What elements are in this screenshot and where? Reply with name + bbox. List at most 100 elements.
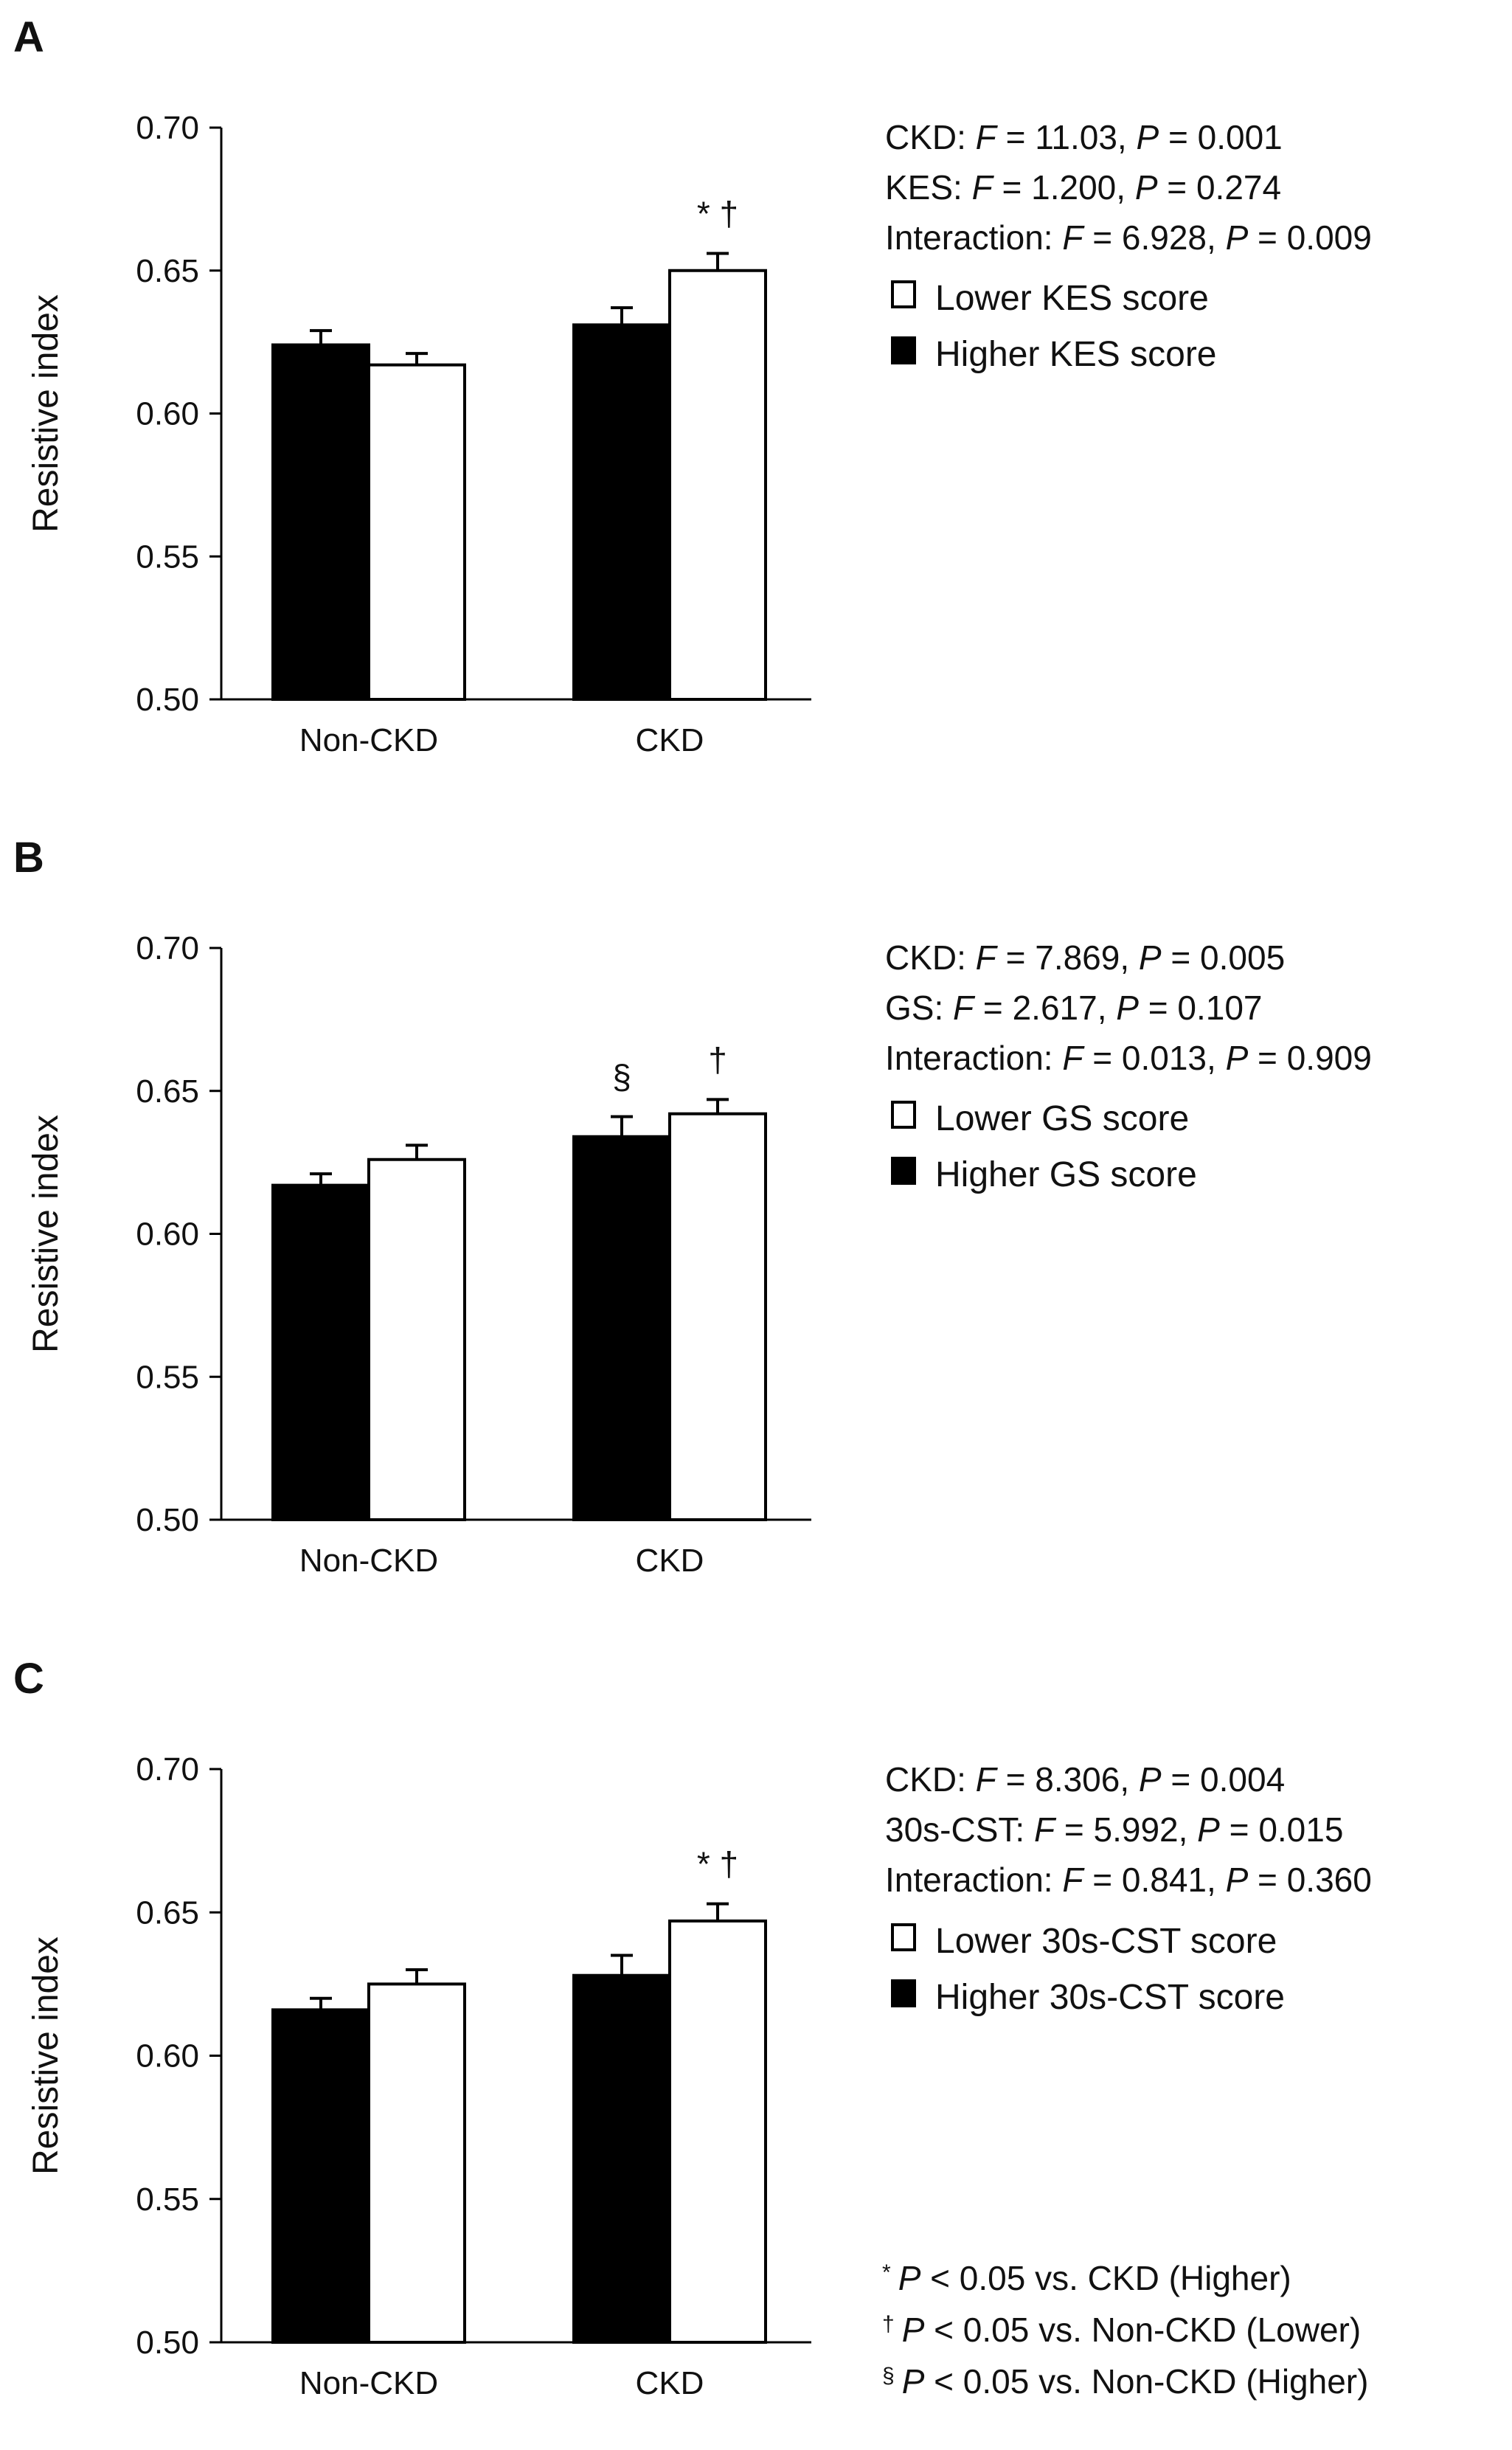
- bar: [572, 1973, 671, 2344]
- stat-f-symbol: F: [943, 989, 976, 1027]
- y-tick-label: 0.65: [136, 253, 199, 289]
- stat-name: CKD:: [885, 118, 966, 156]
- stat-line: CKD: F = 7.869, P = 0.005: [885, 938, 1285, 977]
- stat-eq: =: [1139, 989, 1177, 1027]
- stat-eq: =: [1083, 218, 1121, 257]
- footnote: † P < 0.05 vs. Non-CKD (Lower): [882, 2311, 1361, 2349]
- legend-label: Lower KES score: [935, 279, 1209, 318]
- x-tick-label: CKD: [636, 722, 704, 758]
- footnote: § P < 0.05 vs. Non-CKD (Higher): [882, 2362, 1368, 2401]
- bar: [572, 1135, 671, 1521]
- y-tick-label: 0.50: [136, 2325, 199, 2361]
- stat-line: CKD: F = 8.306, P = 0.004: [885, 1760, 1285, 1799]
- panel-a: A 0.70 0.65 0.60 0.55 0.50 Resistive index Non-…: [13, 13, 1372, 758]
- stat-eq: =: [1083, 1861, 1121, 1899]
- footnote-p: P: [898, 2259, 921, 2297]
- y-tick-label: 0.55: [136, 1359, 199, 1395]
- legend-label: Higher GS score: [935, 1155, 1197, 1194]
- stat-p-symbol: P: [1106, 989, 1139, 1027]
- stat-p-value: 0.274: [1196, 168, 1281, 207]
- footnote-mark: §: [882, 2364, 895, 2388]
- stat-f-value: 0.841,: [1122, 1861, 1216, 1899]
- stat-name: GS:: [885, 989, 943, 1027]
- significance-marker: §: [612, 1058, 631, 1096]
- stat-f-value: 1.200,: [1031, 168, 1126, 207]
- y-tick-label: 0.55: [136, 2181, 199, 2218]
- x-tick-label: CKD: [636, 2365, 704, 2401]
- y-tick-label: 0.50: [136, 682, 199, 718]
- stat-p-symbol: P: [1187, 1810, 1220, 1849]
- footnote-p: P: [902, 2311, 925, 2349]
- bar: [572, 323, 671, 701]
- y-tick-label: 0.70: [136, 110, 199, 146]
- stat-p-symbol: P: [1129, 1760, 1162, 1799]
- legend-label: Higher 30s-CST score: [935, 1978, 1285, 2017]
- stat-p-symbol: P: [1216, 1861, 1249, 1899]
- panel-b: B 0.70 0.65 0.60 0.55 0.50 Resistive index Non-…: [13, 834, 1372, 1579]
- stat-name: CKD:: [885, 938, 966, 977]
- legend-swatch: [891, 336, 916, 364]
- bar: [367, 363, 466, 701]
- y-axis-label: Resistive index: [27, 1115, 66, 1353]
- stat-eq: =: [1162, 1760, 1200, 1799]
- stat-line: KES: F = 1.200, P = 0.274: [885, 168, 1281, 207]
- legend-swatch: [891, 1979, 916, 2007]
- stat-f-symbol: F: [1024, 1810, 1057, 1849]
- legend-swatch: [891, 280, 916, 308]
- legend-label: Higher KES score: [935, 335, 1217, 374]
- bar: [271, 343, 370, 701]
- stat-eq: =: [1220, 1810, 1258, 1849]
- stat-eq: =: [996, 118, 1035, 156]
- stat-eq: =: [996, 1760, 1035, 1799]
- bar: [367, 1982, 466, 2344]
- stat-line: Interaction: F = 0.841, P = 0.360: [885, 1861, 1372, 1899]
- panel-c: C 0.70 0.65 0.60 0.55 0.50 Resistive index Non-…: [13, 1655, 1372, 2401]
- stat-name: 30s-CST:: [885, 1810, 1024, 1849]
- stat-name: Interaction:: [885, 1861, 1053, 1899]
- stat-eq: =: [974, 989, 1012, 1027]
- stat-f-value: 0.013,: [1122, 1039, 1216, 1077]
- significance-marker: * †: [697, 195, 738, 233]
- stat-eq: =: [1248, 1861, 1286, 1899]
- footnotes: * P < 0.05 vs. CKD (Higher) † P < 0.05 vs. …: [882, 2259, 1368, 2401]
- stat-line: Interaction: F = 6.928, P = 0.009: [885, 218, 1372, 257]
- stat-p-symbol: P: [1216, 218, 1249, 257]
- stat-f-value: 8.306,: [1035, 1760, 1129, 1799]
- stat-line: 30s-CST: F = 5.992, P = 0.015: [885, 1810, 1343, 1849]
- footnote-text: < 0.05 vs. Non-CKD (Lower): [924, 2311, 1361, 2349]
- bar: [367, 1157, 466, 1521]
- bar: [668, 269, 767, 701]
- y-tick-label: 0.65: [136, 1073, 199, 1110]
- stat-line: CKD: F = 11.03, P = 0.001: [885, 118, 1283, 156]
- stat-p-symbol: P: [1216, 1039, 1249, 1077]
- stat-f-value: 2.617,: [1013, 989, 1107, 1027]
- stat-eq: =: [1158, 168, 1196, 207]
- legend-swatch: [891, 1157, 916, 1185]
- y-tick-label: 0.65: [136, 1894, 199, 1931]
- stat-eq: =: [1083, 1039, 1121, 1077]
- footnote: * P < 0.05 vs. CKD (Higher): [882, 2259, 1291, 2297]
- stat-name: Interaction:: [885, 218, 1053, 257]
- stat-f-symbol: F: [966, 938, 999, 977]
- panel-letter: A: [13, 13, 44, 61]
- stat-p-value: 0.015: [1258, 1810, 1343, 1849]
- legend-swatch: [891, 1101, 916, 1129]
- x-tick-label: Non-CKD: [299, 2365, 438, 2401]
- stat-p-value: 0.360: [1287, 1861, 1372, 1899]
- panel-letter: C: [13, 1655, 44, 1703]
- stat-p-value: 0.107: [1177, 989, 1262, 1027]
- y-tick-label: 0.60: [136, 2038, 199, 2074]
- y-axis-label: Resistive index: [27, 1937, 66, 2175]
- stat-name: Interaction:: [885, 1039, 1053, 1077]
- stat-p-symbol: P: [1126, 168, 1158, 207]
- y-tick-label: 0.55: [136, 539, 199, 575]
- stat-f-symbol: F: [966, 1760, 999, 1799]
- y-tick-label: 0.70: [136, 930, 199, 966]
- stat-f-symbol: F: [1053, 1039, 1086, 1077]
- stat-name: KES:: [885, 168, 963, 207]
- stat-line: Interaction: F = 0.013, P = 0.909: [885, 1039, 1372, 1077]
- stat-eq: =: [993, 168, 1031, 207]
- footnote-text: < 0.05 vs. Non-CKD (Higher): [924, 2362, 1368, 2401]
- x-tick-label: Non-CKD: [299, 722, 438, 758]
- stat-p-value: 0.004: [1200, 1760, 1285, 1799]
